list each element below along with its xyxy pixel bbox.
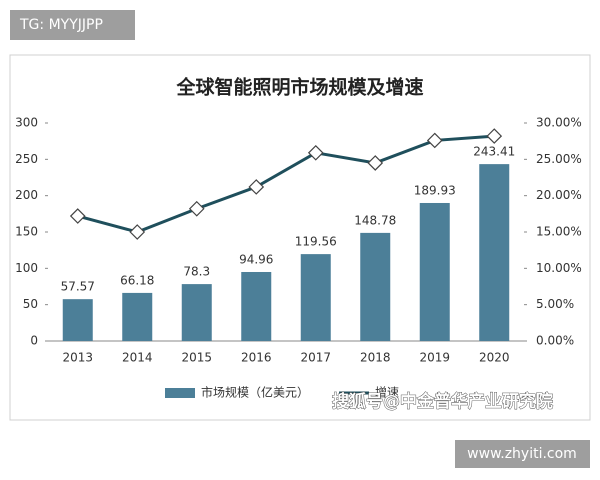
data-label: 94.96	[239, 252, 273, 266]
marker	[486, 128, 503, 144]
bar	[62, 299, 93, 341]
y-tick-label: 100	[15, 261, 38, 275]
bar	[181, 284, 212, 341]
y-tick-label: 0	[30, 334, 38, 348]
watermark: TG: MYYJJPP	[19, 17, 103, 33]
x-tick-label: 2014	[122, 351, 153, 365]
y2-tick-label: 10.00%	[536, 261, 582, 275]
y-tick-label: 300	[15, 116, 38, 130]
data-label: 57.57	[61, 280, 95, 294]
marker	[367, 155, 384, 171]
y2-tick-label: 5.00%	[536, 297, 574, 311]
bar	[122, 292, 153, 341]
data-label: 119.56	[295, 235, 337, 249]
legend-label: 市场规模（亿美元）	[201, 385, 309, 400]
bar	[300, 254, 331, 341]
x-tick-label: 2017	[300, 351, 331, 365]
y-tick-label: 200	[15, 188, 38, 202]
marker	[188, 200, 205, 217]
y2-tick-label: 0.00%	[536, 334, 574, 348]
x-tick-label: 2020	[479, 351, 510, 365]
x-tick-label: 2015	[181, 351, 212, 365]
x-tick-label: 2013	[62, 351, 93, 365]
legend-swatch	[165, 388, 195, 398]
data-label: 148.78	[354, 213, 396, 227]
y2-tick-label: 25.00%	[536, 152, 582, 166]
y2-tick-label: 20.00%	[536, 188, 582, 202]
x-tick-label: 2018	[360, 351, 391, 365]
marker	[69, 208, 86, 224]
marker	[307, 144, 324, 161]
bar	[360, 232, 391, 341]
watermark: www.zhyiti.com	[467, 446, 577, 462]
legend-label: 增速	[375, 386, 399, 400]
marker	[129, 224, 146, 240]
data-label: 66.18	[120, 273, 154, 287]
chart-title: 全球智能照明市场规模及增速	[175, 76, 423, 99]
y2-tick-label: 15.00%	[536, 225, 582, 239]
y-tick-label: 50	[23, 297, 38, 311]
y2-tick-label: 30.00%	[536, 116, 582, 130]
y-tick-label: 250	[15, 152, 38, 166]
x-tick-label: 2019	[419, 351, 450, 365]
y-tick-label: 150	[15, 225, 38, 239]
watermark-box	[10, 10, 135, 40]
watermark-box	[455, 440, 590, 468]
x-tick-label: 2016	[241, 351, 272, 365]
bar	[479, 164, 510, 341]
marker	[426, 132, 443, 149]
line	[77, 134, 495, 234]
data-label: 243.41	[473, 145, 515, 159]
bar	[241, 271, 272, 341]
watermark: 搜狐号@中金普华产业研究院	[332, 391, 553, 412]
data-label: 189.93	[414, 183, 456, 197]
marker	[248, 179, 265, 195]
data-label: 78.3	[183, 265, 210, 279]
bar	[419, 202, 450, 341]
